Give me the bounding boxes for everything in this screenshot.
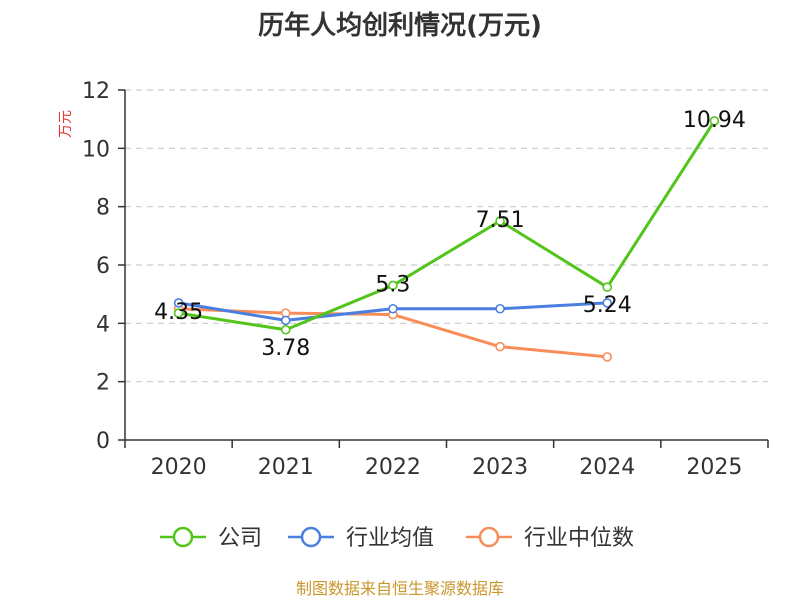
x-tick-label: 2021 [258, 455, 314, 480]
legend: 公司 行业均值 行业中位数 [160, 526, 634, 551]
x-tick-label: 2024 [579, 455, 635, 480]
data-label: 5.24 [583, 293, 632, 318]
series-公司 [173, 116, 720, 335]
legend-label: 公司 [218, 526, 262, 551]
chart-title: 历年人均创利情况(万元) [258, 10, 542, 41]
data-point [280, 315, 291, 326]
data-point [388, 280, 398, 291]
data-point [173, 298, 184, 308]
data-point [709, 116, 720, 126]
data-label: 5.3 [375, 272, 410, 297]
data-label: 4.35 [154, 300, 203, 325]
data-label: 3.78 [261, 336, 310, 361]
series-行业均值 [173, 298, 613, 326]
y-axis-unit-label: 万元 [58, 110, 74, 138]
y-tick-label: 0 [96, 429, 110, 454]
data-label: 7.51 [476, 208, 525, 233]
y-tick-label: 2 [96, 371, 110, 396]
data-labels: 4.35 3.78 5.3 7.51 5.24 10.94 [154, 108, 746, 361]
legend-swatch-marker [478, 526, 500, 548]
y-tick-label: 4 [96, 312, 110, 337]
gridlines [125, 89, 768, 383]
data-label: 10.94 [683, 108, 746, 133]
x-tick-label: 2020 [151, 455, 207, 480]
x-tick-label: 2023 [472, 455, 528, 480]
series-line [178, 120, 716, 332]
source-note: 制图数据来自恒生聚源数据库 [296, 579, 504, 598]
data-point [388, 303, 398, 314]
x-tick-label: 2022 [365, 455, 421, 480]
legend-item-公司: 公司 [160, 526, 262, 551]
y-tick-label: 10 [82, 137, 110, 162]
legend-swatch-marker [172, 526, 194, 548]
data-point [280, 324, 291, 335]
series-layer [173, 116, 720, 362]
x-tick-label: 2025 [686, 455, 742, 480]
data-point [602, 282, 613, 292]
x-axis-ticks: 2020 2021 2022 2023 2024 2025 [124, 440, 769, 480]
y-tick-label: 8 [96, 196, 110, 221]
y-axis-ticks: 0 2 4 6 8 10 12 [82, 79, 125, 454]
legend-item-行业均值: 行业均值 [288, 526, 434, 551]
legend-label: 行业均值 [346, 526, 434, 551]
data-point [602, 352, 613, 362]
data-point [602, 298, 613, 308]
data-point [173, 308, 184, 318]
data-point [495, 303, 505, 314]
y-tick-label: 6 [96, 254, 110, 279]
legend-item-行业中位数: 行业中位数 [466, 526, 634, 551]
legend-label: 行业中位数 [524, 526, 634, 551]
data-point [495, 216, 505, 226]
y-tick-label: 12 [82, 79, 110, 104]
data-point [495, 341, 505, 352]
legend-swatch-marker [300, 526, 322, 548]
